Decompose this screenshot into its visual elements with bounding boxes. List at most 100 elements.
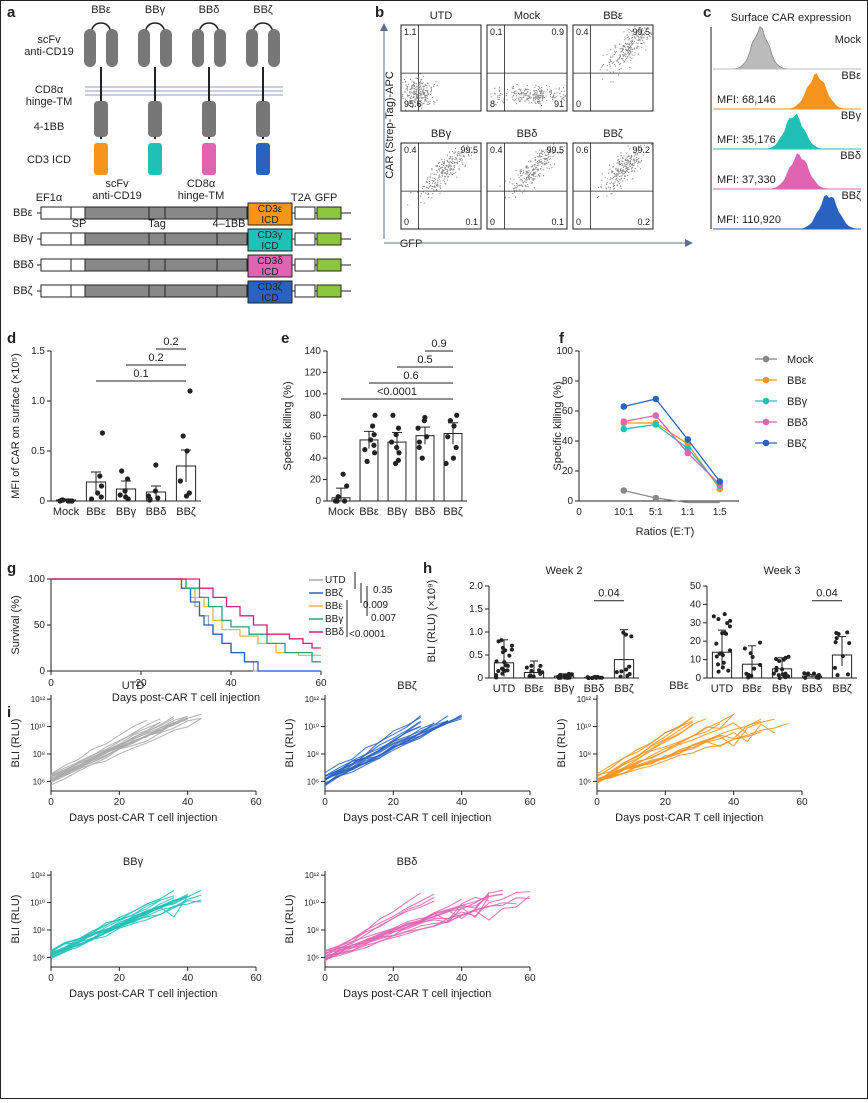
flow-event: [535, 173, 536, 174]
flow-event: [526, 98, 527, 99]
data-point: [717, 670, 721, 674]
flow-event: [515, 190, 516, 191]
flow-event: [528, 170, 529, 171]
flow-event: [617, 184, 618, 185]
flow-event: [511, 92, 512, 93]
data-point: [716, 662, 720, 666]
cd3-icd-domain: [148, 143, 162, 175]
y-tick-label: 1.5: [469, 604, 483, 615]
y-tick-label: 0.5: [31, 446, 45, 457]
panel-label-i: i: [7, 704, 11, 721]
scfv-domain: [138, 29, 150, 67]
flow-event: [610, 71, 611, 72]
construct-row-label: BBε: [13, 207, 33, 219]
histogram-name: BBδ: [840, 150, 861, 162]
flow-event: [529, 191, 530, 192]
flow-event: [554, 164, 555, 165]
car-name: BBγ: [145, 4, 166, 16]
flow-event: [448, 164, 449, 165]
flow-event: [535, 172, 536, 173]
flow-event: [518, 98, 519, 99]
flow-event: [505, 180, 506, 181]
x-tick-label: 20: [114, 973, 126, 984]
y-tick-label: 10⁶: [33, 777, 45, 786]
x-category-label: BBε: [359, 506, 379, 518]
x-tick-label: 40: [456, 797, 468, 808]
construct-gfp: GFP: [315, 192, 338, 204]
flow-event: [432, 97, 433, 98]
flow-event: [410, 192, 411, 193]
flow-event: [624, 36, 625, 37]
flow-event: [628, 145, 629, 146]
y-axis-label: BLI (RLU): [10, 895, 22, 944]
flow-event: [610, 61, 611, 62]
flow-event: [629, 156, 630, 157]
flow-event: [448, 166, 449, 167]
flow-event: [452, 156, 453, 157]
flow-event: [439, 174, 440, 175]
flow-event: [608, 173, 609, 174]
data-point: [125, 476, 130, 481]
bli-trace: [325, 717, 421, 772]
flow-event: [544, 164, 545, 165]
x-tick-label: 60: [796, 797, 808, 808]
histogram-name: BBζ: [841, 190, 861, 202]
flow-event: [560, 96, 561, 97]
flow-event: [432, 177, 433, 178]
flow-event: [559, 89, 560, 90]
flow-event: [409, 92, 410, 93]
flow-event: [507, 89, 508, 90]
flow-event: [534, 94, 535, 95]
y-tick-label: 1.0: [469, 627, 483, 638]
flow-event: [632, 37, 633, 38]
flow-event: [514, 185, 515, 186]
flow-event: [597, 197, 598, 198]
flow-event: [527, 85, 528, 86]
flow-event: [518, 93, 519, 94]
flow-event: [430, 173, 431, 174]
flow-event: [415, 77, 416, 78]
flow-event: [444, 178, 445, 179]
flow-event: [642, 37, 643, 38]
y-tick-label: 140: [304, 346, 321, 357]
flow-event: [542, 90, 543, 91]
flow-event: [625, 38, 626, 39]
flow-event: [411, 96, 412, 97]
x-tick-label: 1:5: [713, 507, 727, 518]
flow-event: [527, 171, 528, 172]
data-point: [540, 670, 544, 674]
flow-event: [619, 183, 620, 184]
flow-event: [518, 185, 519, 186]
flow-event: [544, 163, 545, 164]
panel-label-b: b: [375, 4, 384, 21]
flow-event: [626, 58, 627, 59]
flow-event: [421, 88, 422, 89]
flow-event: [422, 188, 423, 189]
flow-event: [491, 96, 492, 97]
flow-event: [632, 170, 633, 171]
x-tick-label: 0: [48, 678, 54, 689]
data-point: [100, 430, 105, 435]
flow-event: [619, 64, 620, 65]
subplot-title: UTD: [122, 680, 145, 692]
data-point: [749, 674, 753, 678]
series-point: [621, 487, 628, 494]
flow-event: [563, 87, 564, 88]
data-point: [97, 473, 102, 478]
flow-event: [627, 179, 628, 180]
x-tick-label: 40: [225, 678, 237, 689]
data-point: [615, 670, 619, 674]
flow-event: [627, 169, 628, 170]
flow-event: [502, 101, 503, 102]
flow-event: [634, 55, 635, 56]
flow-event: [616, 176, 617, 177]
data-point: [749, 651, 753, 655]
data-point: [847, 641, 851, 645]
flow-event: [499, 91, 500, 92]
flow-event: [413, 92, 414, 93]
flow-event: [611, 193, 612, 194]
flow-event: [434, 186, 435, 187]
flow-event: [619, 57, 620, 58]
data-point: [99, 494, 104, 499]
